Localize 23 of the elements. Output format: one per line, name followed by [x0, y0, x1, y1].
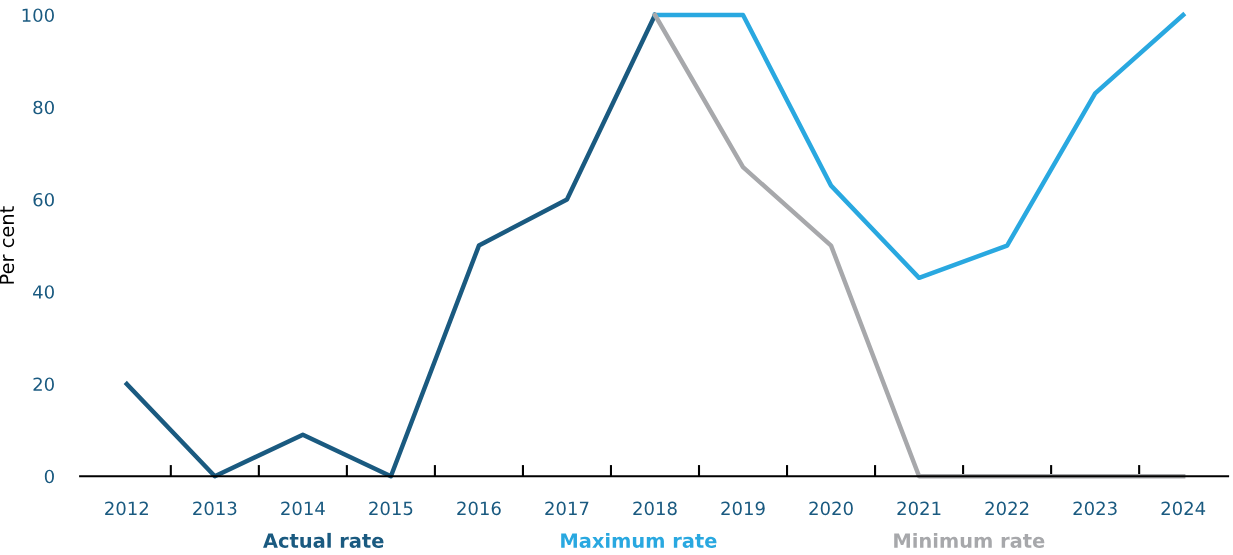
x-tick-label: 2015 [369, 501, 413, 516]
x-tick-label: 2020 [809, 501, 853, 516]
x-tick-label: 2023 [1073, 501, 1117, 516]
x-tick-label: 2022 [985, 501, 1029, 516]
x-tick-label: 2014 [281, 501, 325, 516]
y-tick-label: 60 [33, 192, 54, 207]
y-tick-label: 40 [33, 285, 54, 299]
text: Maximum rate [561, 532, 717, 548]
y-tick-label: 80 [33, 100, 54, 115]
text: Minimum rate [894, 532, 1045, 548]
x-tick-label: 2021 [897, 501, 941, 516]
y-axis-title: Per cent [0, 206, 15, 284]
x-tick-label: 2019 [721, 501, 765, 516]
x-tick-label: 2016 [457, 501, 501, 516]
x-tick-label: 2018 [633, 501, 677, 516]
y-tick-label: 100 [22, 8, 54, 23]
x-tick-label: 2013 [193, 501, 237, 516]
x-tick-label: 2024 [1161, 501, 1206, 516]
x-tick-label: 2012 [105, 501, 148, 516]
y-tick-label: 20 [33, 377, 54, 392]
y-tick-label: 0 [44, 469, 54, 484]
text: Actual rate [263, 532, 384, 548]
x-tick-label: 2017 [545, 501, 589, 516]
